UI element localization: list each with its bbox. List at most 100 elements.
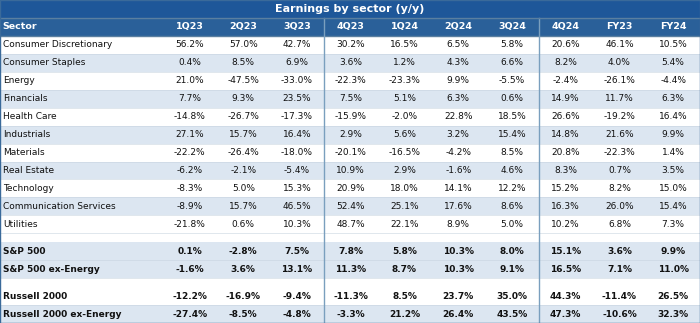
Text: Russell 2000: Russell 2000 — [3, 292, 67, 301]
Text: -23.3%: -23.3% — [389, 76, 421, 85]
Text: -22.3%: -22.3% — [603, 148, 636, 157]
Text: -12.2%: -12.2% — [172, 292, 207, 301]
Text: 5.0%: 5.0% — [500, 220, 524, 229]
Text: 15.4%: 15.4% — [498, 130, 526, 139]
Text: -5.5%: -5.5% — [499, 76, 525, 85]
Text: -4.2%: -4.2% — [445, 148, 471, 157]
Text: 8.3%: 8.3% — [554, 166, 577, 175]
Text: 7.3%: 7.3% — [662, 220, 685, 229]
Bar — [0, 126, 700, 143]
Text: 5.0%: 5.0% — [232, 184, 255, 193]
Text: 20.9%: 20.9% — [337, 184, 365, 193]
Text: -18.0%: -18.0% — [281, 148, 313, 157]
Text: 5.4%: 5.4% — [662, 58, 685, 67]
Text: -14.8%: -14.8% — [174, 112, 206, 121]
Text: 16.5%: 16.5% — [550, 265, 581, 274]
Text: FY23: FY23 — [606, 22, 633, 31]
Text: 3.6%: 3.6% — [340, 58, 363, 67]
Text: S&P 500 ex-Energy: S&P 500 ex-Energy — [3, 265, 99, 274]
Text: -6.2%: -6.2% — [176, 166, 202, 175]
Text: -26.7%: -26.7% — [228, 112, 259, 121]
Text: -11.4%: -11.4% — [602, 292, 637, 301]
Text: 6.3%: 6.3% — [447, 94, 470, 103]
Text: Utilities: Utilities — [3, 220, 37, 229]
Text: 4Q24: 4Q24 — [552, 22, 580, 31]
Text: 35.0%: 35.0% — [496, 292, 527, 301]
Text: 15.0%: 15.0% — [659, 184, 687, 193]
Text: 4.0%: 4.0% — [608, 58, 631, 67]
Text: 26.4%: 26.4% — [442, 309, 474, 318]
Bar — [0, 72, 700, 90]
Text: Materials: Materials — [3, 148, 44, 157]
Text: Consumer Staples: Consumer Staples — [3, 58, 85, 67]
Text: 10.3%: 10.3% — [442, 265, 474, 274]
Text: 8.6%: 8.6% — [500, 202, 524, 211]
Text: 17.6%: 17.6% — [444, 202, 473, 211]
Text: 16.4%: 16.4% — [659, 112, 687, 121]
Text: 11.7%: 11.7% — [605, 94, 634, 103]
Text: 1Q24: 1Q24 — [391, 22, 419, 31]
Text: 6.3%: 6.3% — [662, 94, 685, 103]
Text: 3.6%: 3.6% — [607, 247, 632, 256]
Text: 8.5%: 8.5% — [232, 58, 255, 67]
Text: -15.9%: -15.9% — [335, 112, 367, 121]
Text: 48.7%: 48.7% — [337, 220, 365, 229]
Text: 3.6%: 3.6% — [231, 265, 255, 274]
Text: -47.5%: -47.5% — [228, 76, 259, 85]
Text: 16.5%: 16.5% — [390, 40, 419, 49]
Bar — [0, 242, 700, 260]
Text: 0.6%: 0.6% — [500, 94, 524, 103]
Text: 9.9%: 9.9% — [447, 76, 470, 85]
Text: 43.5%: 43.5% — [496, 309, 528, 318]
Text: 10.3%: 10.3% — [442, 247, 474, 256]
Text: -26.4%: -26.4% — [228, 148, 259, 157]
Text: 7.5%: 7.5% — [284, 247, 309, 256]
Bar — [0, 233, 700, 242]
Text: -8.9%: -8.9% — [176, 202, 203, 211]
Text: 26.5%: 26.5% — [657, 292, 689, 301]
Text: 4Q23: 4Q23 — [337, 22, 365, 31]
Text: -22.3%: -22.3% — [335, 76, 367, 85]
Text: 10.3%: 10.3% — [283, 220, 312, 229]
Text: 2Q23: 2Q23 — [230, 22, 257, 31]
Text: 30.2%: 30.2% — [337, 40, 365, 49]
Bar — [0, 305, 700, 323]
Bar — [0, 143, 700, 162]
Text: 10.5%: 10.5% — [659, 40, 687, 49]
Text: 16.3%: 16.3% — [552, 202, 580, 211]
Text: 8.7%: 8.7% — [392, 265, 417, 274]
Text: Russell 2000 ex-Energy: Russell 2000 ex-Energy — [3, 309, 121, 318]
Text: 13.1%: 13.1% — [281, 265, 313, 274]
Text: 7.5%: 7.5% — [340, 94, 363, 103]
Text: 20.8%: 20.8% — [552, 148, 580, 157]
Text: 8.5%: 8.5% — [500, 148, 524, 157]
Text: S&P 500: S&P 500 — [3, 247, 45, 256]
Text: -2.8%: -2.8% — [229, 247, 258, 256]
Text: -1.6%: -1.6% — [175, 265, 204, 274]
Text: 0.6%: 0.6% — [232, 220, 255, 229]
Text: 15.4%: 15.4% — [659, 202, 687, 211]
Text: 8.0%: 8.0% — [500, 247, 524, 256]
Text: -4.4%: -4.4% — [660, 76, 686, 85]
Bar — [0, 180, 700, 197]
Text: -20.1%: -20.1% — [335, 148, 367, 157]
Text: Financials: Financials — [3, 94, 48, 103]
Text: -19.2%: -19.2% — [603, 112, 636, 121]
Bar — [0, 108, 700, 126]
Text: 14.1%: 14.1% — [444, 184, 473, 193]
Text: 25.1%: 25.1% — [390, 202, 419, 211]
Text: 26.0%: 26.0% — [605, 202, 634, 211]
Text: 21.6%: 21.6% — [605, 130, 634, 139]
Text: 2Q24: 2Q24 — [444, 22, 472, 31]
Text: 1Q23: 1Q23 — [176, 22, 204, 31]
Bar — [0, 287, 700, 305]
Text: -8.3%: -8.3% — [176, 184, 203, 193]
Text: 9.3%: 9.3% — [232, 94, 255, 103]
Text: 5.8%: 5.8% — [500, 40, 524, 49]
Text: 10.9%: 10.9% — [337, 166, 365, 175]
Text: 9.9%: 9.9% — [662, 130, 685, 139]
Text: 22.8%: 22.8% — [444, 112, 473, 121]
Text: -2.4%: -2.4% — [553, 76, 579, 85]
Text: 5.6%: 5.6% — [393, 130, 416, 139]
Text: 11.0%: 11.0% — [657, 265, 689, 274]
